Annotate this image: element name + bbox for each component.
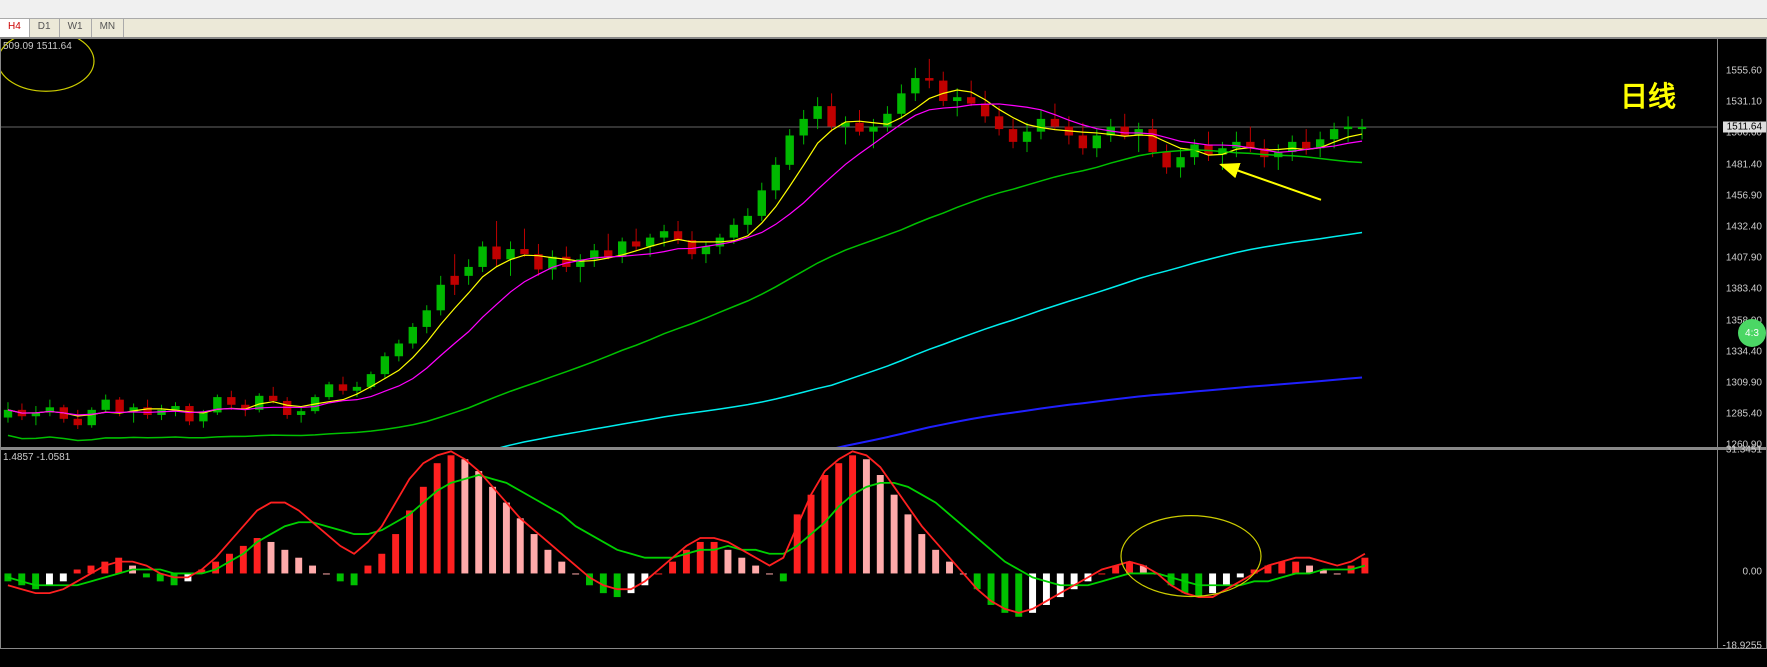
macd-chart[interactable]: 1.4857 -1.0581 -18.92550.0031.3451	[0, 448, 1767, 649]
macd-plot-region	[1, 450, 1718, 648]
ohlc-label: 509.09 1511.64	[3, 41, 72, 52]
timeframe-tabs: H4 D1 W1 MN	[0, 19, 1767, 38]
annotation-daily: 日线	[1620, 75, 1676, 115]
main-plot-region	[1, 39, 1718, 447]
macd-label: 1.4857 -1.0581	[3, 452, 70, 463]
tf-tab-d1[interactable]: D1	[30, 19, 60, 37]
macd-y-axis: -18.92550.0031.3451	[1717, 450, 1766, 648]
chart-area: 509.09 1511.64 日线 1260.901285.401309.901…	[0, 38, 1767, 649]
toolbar	[0, 0, 1767, 19]
tf-tab-mn[interactable]: MN	[92, 19, 125, 37]
app-container: H4 D1 W1 MN 509.09 1511.64 日线 1260.90128…	[0, 0, 1767, 667]
main-y-axis: 1260.901285.401309.901334.401358.901383.…	[1717, 39, 1766, 447]
main-price-chart[interactable]: 509.09 1511.64 日线 1260.901285.401309.901…	[0, 38, 1767, 448]
tf-tab-w1[interactable]: W1	[60, 19, 92, 37]
tf-tab-h4[interactable]: H4	[0, 19, 30, 37]
badge-icon: 4:3	[1738, 319, 1766, 347]
